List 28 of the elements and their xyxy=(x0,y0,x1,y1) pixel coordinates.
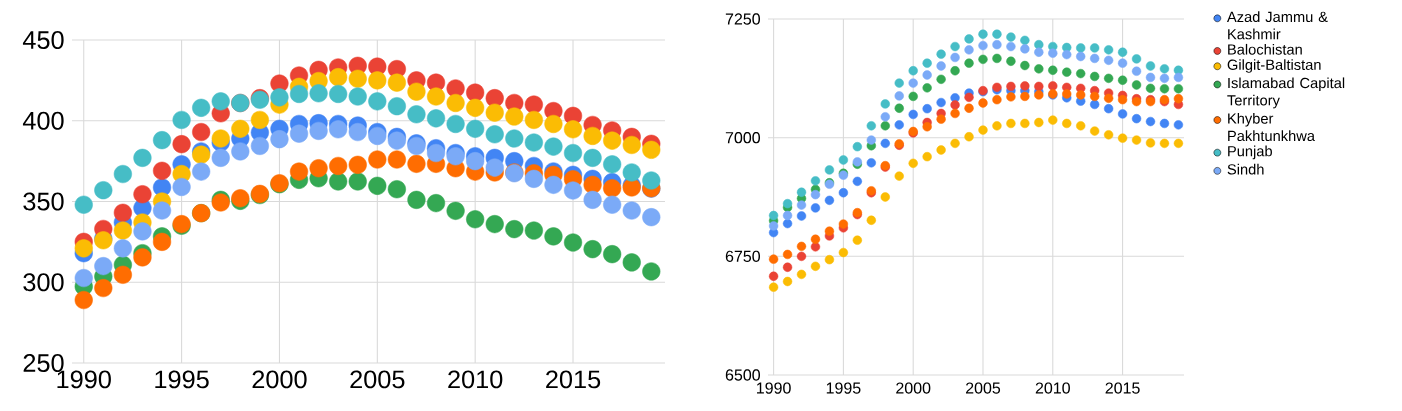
x-tick-label: 1995 xyxy=(155,370,209,389)
legend-label: Gilgit-Baltistan xyxy=(1227,59,1321,73)
y-tick-label: 7250 xyxy=(725,13,761,25)
x-tick-label: 1995 xyxy=(826,382,861,394)
y-tick-label: 6500 xyxy=(725,369,761,381)
y-tick-label: 250 xyxy=(23,354,64,372)
y-tick-label: 7000 xyxy=(725,132,761,144)
x-tick-label: 2015 xyxy=(546,370,601,389)
x-tick-label: 2000 xyxy=(896,382,931,394)
legend-label: Punjab xyxy=(1228,145,1272,160)
y-tick-label: 300 xyxy=(23,273,64,292)
x-tick-label: 2000 xyxy=(252,370,307,389)
y-tick-label: 350 xyxy=(23,192,64,211)
x-tick-label: 2010 xyxy=(1035,382,1070,394)
y-tick-label: 450 xyxy=(22,31,64,49)
x-tick-label: 2010 xyxy=(448,370,503,389)
legend-label: Islamabad Capital Territory xyxy=(1227,77,1345,109)
x-tick-label: 2005 xyxy=(350,370,405,389)
x-tick-label: 2005 xyxy=(965,382,1001,394)
x-tick-label: 2015 xyxy=(1105,382,1140,394)
y-tick-label: 400 xyxy=(22,111,64,130)
y-tick-label: 6750 xyxy=(725,250,761,262)
x-tick-label: 1990 xyxy=(57,370,111,389)
legend-label: Khyber Pakhtunkhwa xyxy=(1228,112,1315,142)
legend-label: Azad Jammu & Kashmir xyxy=(1226,11,1328,40)
legend-label: Sindh xyxy=(1227,163,1264,175)
x-tick-label: 1990 xyxy=(757,382,791,394)
legend-label: Balochistan xyxy=(1228,43,1302,55)
